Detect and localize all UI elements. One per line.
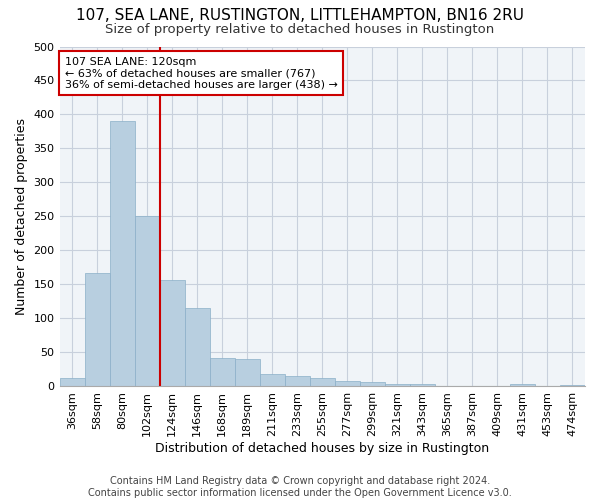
Bar xyxy=(134,216,160,386)
Bar xyxy=(260,374,285,386)
Text: Contains HM Land Registry data © Crown copyright and database right 2024.
Contai: Contains HM Land Registry data © Crown c… xyxy=(88,476,512,498)
Bar xyxy=(235,360,260,386)
Bar xyxy=(310,378,335,386)
Bar xyxy=(335,381,360,386)
Text: Size of property relative to detached houses in Rustington: Size of property relative to detached ho… xyxy=(106,22,494,36)
Bar xyxy=(85,273,110,386)
Bar xyxy=(410,384,435,386)
Bar xyxy=(385,384,410,386)
Bar xyxy=(59,378,85,386)
Bar xyxy=(360,382,385,386)
Bar xyxy=(285,376,310,386)
Y-axis label: Number of detached properties: Number of detached properties xyxy=(15,118,28,315)
Bar xyxy=(209,358,235,386)
Text: 107, SEA LANE, RUSTINGTON, LITTLEHAMPTON, BN16 2RU: 107, SEA LANE, RUSTINGTON, LITTLEHAMPTON… xyxy=(76,8,524,22)
Bar xyxy=(510,384,535,386)
Bar xyxy=(560,385,585,386)
Bar xyxy=(185,308,209,386)
Text: 107 SEA LANE: 120sqm
← 63% of detached houses are smaller (767)
36% of semi-deta: 107 SEA LANE: 120sqm ← 63% of detached h… xyxy=(65,56,338,90)
Bar xyxy=(110,122,134,386)
Bar xyxy=(160,280,185,386)
X-axis label: Distribution of detached houses by size in Rustington: Distribution of detached houses by size … xyxy=(155,442,490,455)
